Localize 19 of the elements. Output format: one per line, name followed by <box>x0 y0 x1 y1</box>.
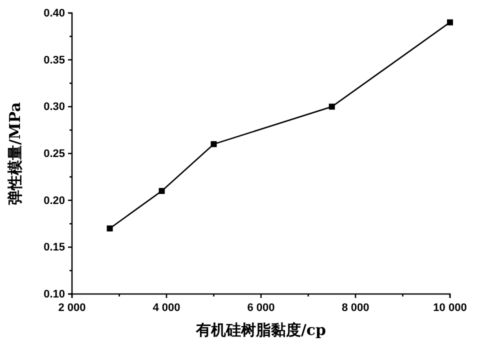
point <box>210 141 217 148</box>
x-tick-label: 4 000 <box>152 302 180 314</box>
y-tick-label: 0.10 <box>44 288 65 301</box>
x-tick-label: 10 000 <box>433 302 467 314</box>
y-axis-title: 弹性模量/MPa <box>6 102 24 205</box>
y-tick-label: 0.40 <box>44 8 65 20</box>
x-axis-title: 有机硅树脂黏度/cp <box>194 321 326 339</box>
y-tick-label: 0.25 <box>44 148 65 160</box>
point <box>328 104 335 110</box>
x-tick-label: 8 000 <box>342 302 370 314</box>
point <box>106 225 113 232</box>
x-tick-label: 6 000 <box>247 302 275 314</box>
point <box>158 188 165 194</box>
point <box>447 19 453 26</box>
y-tick-label: 0.35 <box>44 54 65 66</box>
y-tick-label: 0.15 <box>44 242 65 254</box>
y-tick-label: 0.30 <box>44 101 65 114</box>
y-tick-label: 0.20 <box>44 194 65 207</box>
x-tick-label: 2 000 <box>58 302 86 314</box>
